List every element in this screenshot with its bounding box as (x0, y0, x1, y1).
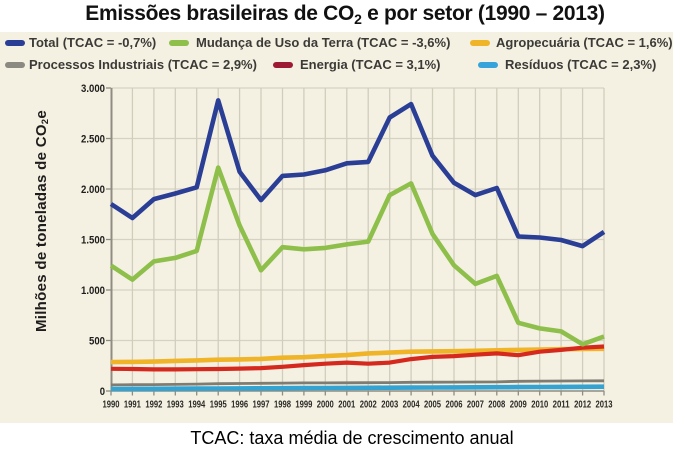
svg-text:1991: 1991 (124, 400, 141, 411)
svg-text:2.500: 2.500 (81, 134, 105, 146)
svg-text:2.000: 2.000 (81, 184, 105, 196)
svg-text:2013: 2013 (596, 400, 613, 411)
svg-text:2005: 2005 (424, 400, 441, 411)
svg-text:2012: 2012 (574, 400, 591, 411)
svg-text:2009: 2009 (510, 400, 527, 411)
svg-text:2003: 2003 (381, 400, 398, 411)
svg-text:500: 500 (89, 336, 105, 348)
svg-text:2010: 2010 (531, 400, 548, 411)
svg-text:1994: 1994 (188, 400, 205, 411)
svg-text:1996: 1996 (231, 400, 248, 411)
svg-text:Milhões de toneladas de CO2e: Milhões de toneladas de CO2e (33, 110, 51, 332)
svg-text:2008: 2008 (488, 400, 505, 411)
svg-text:1998: 1998 (274, 400, 291, 411)
svg-text:3.000: 3.000 (81, 83, 105, 95)
svg-text:1999: 1999 (295, 400, 312, 411)
svg-text:2001: 2001 (338, 400, 355, 411)
svg-text:2002: 2002 (360, 400, 377, 411)
svg-text:0: 0 (100, 386, 105, 398)
svg-text:2006: 2006 (446, 400, 463, 411)
svg-text:2007: 2007 (467, 400, 484, 411)
svg-text:2011: 2011 (553, 400, 570, 411)
svg-text:1.500: 1.500 (81, 235, 105, 247)
svg-text:2000: 2000 (317, 400, 334, 411)
svg-text:1992: 1992 (145, 400, 162, 411)
svg-text:1993: 1993 (167, 400, 184, 411)
svg-text:2004: 2004 (403, 400, 420, 411)
svg-text:1.000: 1.000 (81, 285, 105, 297)
svg-text:1997: 1997 (253, 400, 270, 411)
svg-text:1990: 1990 (103, 400, 120, 411)
svg-text:1995: 1995 (210, 400, 227, 411)
